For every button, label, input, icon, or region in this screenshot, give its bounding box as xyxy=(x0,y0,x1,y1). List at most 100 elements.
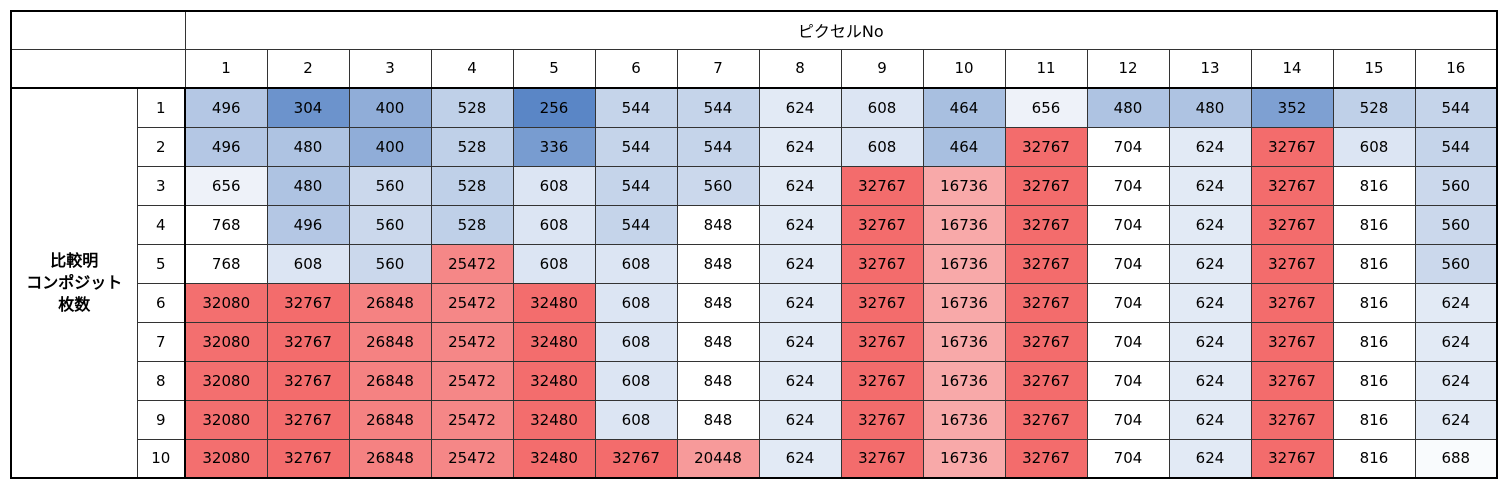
value-cell: 20448 xyxy=(676,438,760,479)
value-cell: 32767 xyxy=(1004,126,1088,167)
value-cell: 608 xyxy=(594,282,678,323)
value-cell: 816 xyxy=(1332,204,1416,245)
value-cell: 32080 xyxy=(184,399,268,440)
value-cell: 544 xyxy=(1414,87,1499,128)
value-cell: 704 xyxy=(1086,282,1170,323)
value-cell: 608 xyxy=(594,360,678,401)
value-cell: 624 xyxy=(758,165,842,206)
value-cell: 32767 xyxy=(1004,321,1088,362)
value-cell: 32080 xyxy=(184,282,268,323)
value-cell: 16736 xyxy=(922,399,1006,440)
column-header: 10 xyxy=(922,48,1006,89)
value-cell: 32767 xyxy=(266,438,350,479)
column-header: 11 xyxy=(1004,48,1088,89)
row-group-label-line: コンポジット xyxy=(26,273,123,292)
value-cell: 624 xyxy=(758,399,842,440)
value-cell: 624 xyxy=(758,243,842,284)
value-cell: 25472 xyxy=(430,438,514,479)
value-cell: 544 xyxy=(594,87,678,128)
value-cell: 624 xyxy=(758,321,842,362)
value-cell: 544 xyxy=(594,204,678,245)
value-cell: 608 xyxy=(840,126,924,167)
value-cell: 496 xyxy=(266,204,350,245)
value-cell: 560 xyxy=(348,243,432,284)
value-cell: 544 xyxy=(594,126,678,167)
value-cell: 624 xyxy=(758,87,842,128)
value-cell: 624 xyxy=(1168,126,1252,167)
value-cell: 688 xyxy=(1414,438,1499,479)
value-cell: 25472 xyxy=(430,360,514,401)
value-cell: 32767 xyxy=(1250,399,1334,440)
value-cell: 768 xyxy=(184,243,268,284)
row-group-label: 比較明 コンポジット 枚数 xyxy=(10,87,138,479)
row-number: 6 xyxy=(136,282,186,323)
value-cell: 16736 xyxy=(922,282,1006,323)
value-cell: 704 xyxy=(1086,399,1170,440)
value-cell: 400 xyxy=(348,87,432,128)
value-cell: 16736 xyxy=(922,204,1006,245)
value-cell: 848 xyxy=(676,282,760,323)
value-cell: 608 xyxy=(512,204,596,245)
value-cell: 704 xyxy=(1086,126,1170,167)
table-row: 4 768 496 560 528 608 544 848 624 32767 16736 32767… xyxy=(11,204,1499,245)
value-cell: 624 xyxy=(1168,282,1252,323)
table-row: 6 32080 32767 26848 25472 32480 608 848 624 32767… xyxy=(11,282,1499,323)
pixel-table-container: ピクセルNo 1 2 3 4 5 6 7 8 9 10 11 12 13 14 15 16 比較明 コンポジット… xyxy=(10,10,1499,479)
value-cell: 32767 xyxy=(840,399,924,440)
row-group-label-line: 比較明 xyxy=(50,251,99,270)
value-cell: 656 xyxy=(184,165,268,206)
value-cell: 32767 xyxy=(840,321,924,362)
row-number: 4 xyxy=(136,204,186,245)
value-cell: 560 xyxy=(1414,165,1499,206)
value-cell: 32767 xyxy=(1250,321,1334,362)
value-cell: 848 xyxy=(676,243,760,284)
value-cell: 32767 xyxy=(840,204,924,245)
value-cell: 816 xyxy=(1332,243,1416,284)
value-cell: 32767 xyxy=(1250,126,1334,167)
value-cell: 26848 xyxy=(348,399,432,440)
value-cell: 480 xyxy=(1086,87,1170,128)
column-header: 12 xyxy=(1086,48,1170,89)
value-cell: 848 xyxy=(676,321,760,362)
column-header: 6 xyxy=(594,48,678,89)
value-cell: 816 xyxy=(1332,321,1416,362)
value-cell: 16736 xyxy=(922,243,1006,284)
value-cell: 32080 xyxy=(184,321,268,362)
value-cell: 16736 xyxy=(922,360,1006,401)
value-cell: 624 xyxy=(1168,243,1252,284)
value-cell: 480 xyxy=(266,126,350,167)
column-header: 13 xyxy=(1168,48,1252,89)
value-cell: 26848 xyxy=(348,360,432,401)
value-cell: 16736 xyxy=(922,438,1006,479)
row-number: 2 xyxy=(136,126,186,167)
value-cell: 32480 xyxy=(512,360,596,401)
value-cell: 528 xyxy=(430,204,514,245)
value-cell: 16736 xyxy=(922,165,1006,206)
value-cell: 25472 xyxy=(430,321,514,362)
table-row: 9 32080 32767 26848 25472 32480 608 848 624 32767… xyxy=(11,399,1499,440)
value-cell: 624 xyxy=(1414,282,1499,323)
value-cell: 848 xyxy=(676,204,760,245)
value-cell: 624 xyxy=(1168,204,1252,245)
value-cell: 32767 xyxy=(266,360,350,401)
column-header: 2 xyxy=(266,48,350,89)
value-cell: 848 xyxy=(676,360,760,401)
value-cell: 528 xyxy=(430,87,514,128)
corner-cell xyxy=(10,10,186,49)
value-cell: 25472 xyxy=(430,282,514,323)
value-cell: 496 xyxy=(184,126,268,167)
table-row: 5 768 608 560 25472 608 608 848 624 32767 16736 327… xyxy=(11,243,1499,284)
value-cell: 624 xyxy=(758,204,842,245)
value-cell: 704 xyxy=(1086,321,1170,362)
value-cell: 624 xyxy=(758,438,842,479)
value-cell: 624 xyxy=(1414,321,1499,362)
value-cell: 26848 xyxy=(348,321,432,362)
table-row: 10 32080 32767 26848 25472 32480 32767 20448 624… xyxy=(11,438,1499,479)
value-cell: 656 xyxy=(1004,87,1088,128)
value-cell: 624 xyxy=(1168,321,1252,362)
value-cell: 816 xyxy=(1332,360,1416,401)
value-cell: 816 xyxy=(1332,399,1416,440)
value-cell: 32767 xyxy=(1004,399,1088,440)
table-row: 2 496 480 400 528 336 544 544 624 608 464 32767 704 6… xyxy=(11,126,1499,167)
value-cell: 624 xyxy=(1168,360,1252,401)
